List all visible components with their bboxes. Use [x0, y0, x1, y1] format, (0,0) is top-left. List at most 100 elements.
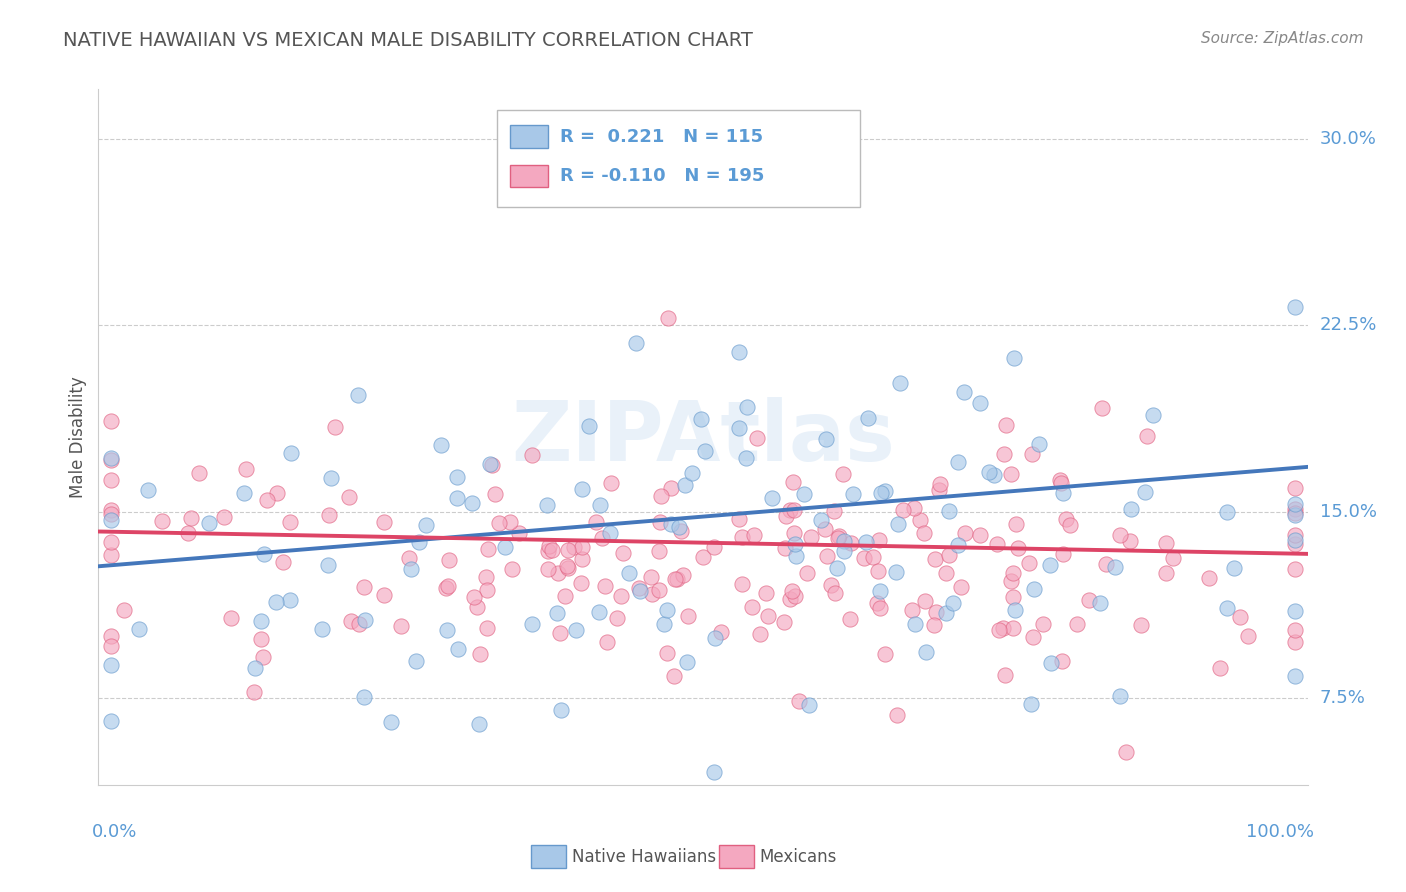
Point [547, 566, 569, 580]
Point [232, 486, 254, 500]
Point [838, 612, 860, 626]
Point [912, 526, 935, 541]
Point [488, 516, 510, 531]
Point [855, 534, 877, 549]
Point [347, 388, 370, 402]
Point [1284, 300, 1306, 314]
Point [782, 503, 804, 517]
Point [1284, 508, 1306, 523]
Point [1000, 574, 1022, 589]
Point [389, 619, 412, 633]
Point [787, 694, 810, 708]
Point [278, 515, 301, 529]
Point [785, 549, 807, 564]
Point [599, 525, 621, 540]
Text: Source: ZipAtlas.com: Source: ZipAtlas.com [1201, 31, 1364, 46]
Point [280, 446, 302, 460]
Point [1001, 591, 1024, 605]
Point [1021, 447, 1043, 461]
Point [437, 579, 460, 593]
Point [832, 534, 855, 549]
Point [537, 544, 560, 558]
Point [903, 500, 925, 515]
Point [1050, 654, 1073, 668]
Point [796, 566, 818, 581]
Point [969, 528, 991, 542]
Text: Native Hawaiians: Native Hawaiians [572, 847, 717, 865]
Point [465, 599, 488, 614]
Point [100, 513, 122, 527]
Point [797, 698, 820, 712]
Point [1161, 551, 1184, 566]
Point [1109, 689, 1132, 703]
Point [1209, 660, 1232, 674]
Point [571, 552, 593, 566]
Point [337, 490, 360, 504]
Point [405, 654, 427, 668]
Point [177, 525, 200, 540]
Point [398, 551, 420, 566]
Point [349, 617, 371, 632]
Point [578, 418, 600, 433]
Point [437, 552, 460, 566]
Point [815, 549, 838, 563]
Point [235, 461, 257, 475]
Point [1154, 566, 1177, 580]
FancyBboxPatch shape [531, 845, 567, 869]
Point [756, 609, 779, 624]
Point [742, 528, 765, 542]
Point [673, 478, 696, 492]
Point [474, 570, 496, 584]
Point [436, 623, 458, 637]
Point [1104, 560, 1126, 574]
Point [1039, 656, 1062, 670]
Point [280, 593, 302, 607]
Point [793, 487, 815, 501]
Point [773, 541, 796, 556]
Point [986, 536, 1008, 550]
Point [949, 580, 972, 594]
Point [197, 516, 219, 530]
Point [1108, 527, 1130, 541]
Point [1119, 534, 1142, 549]
Point [692, 550, 714, 565]
Point [664, 573, 686, 587]
Point [659, 481, 682, 495]
Point [938, 548, 960, 562]
Point [955, 525, 977, 540]
Point [252, 649, 274, 664]
Point [773, 615, 796, 629]
Point [188, 466, 211, 480]
Point [755, 586, 778, 600]
Point [727, 420, 749, 434]
Point [648, 544, 671, 558]
Point [468, 716, 491, 731]
Point [703, 764, 725, 779]
Point [399, 562, 422, 576]
Point [884, 566, 907, 580]
Point [1022, 582, 1045, 596]
Point [810, 513, 832, 527]
Point [1142, 408, 1164, 422]
Point [704, 631, 727, 645]
Point [1028, 437, 1050, 451]
Point [640, 587, 662, 601]
Point [100, 508, 122, 522]
Point [100, 549, 122, 563]
Point [942, 596, 965, 610]
Point [868, 533, 890, 548]
Point [1284, 604, 1306, 618]
Point [676, 609, 699, 624]
Point [253, 547, 276, 561]
Point [100, 534, 122, 549]
Point [814, 522, 837, 536]
Point [827, 561, 849, 575]
Text: 15.0%: 15.0% [1320, 502, 1376, 521]
Point [782, 526, 804, 541]
Point [1121, 502, 1143, 516]
Point [588, 605, 610, 619]
Text: 30.0%: 30.0% [1320, 130, 1376, 148]
Point [662, 669, 685, 683]
Point [928, 476, 950, 491]
Point [659, 516, 682, 531]
